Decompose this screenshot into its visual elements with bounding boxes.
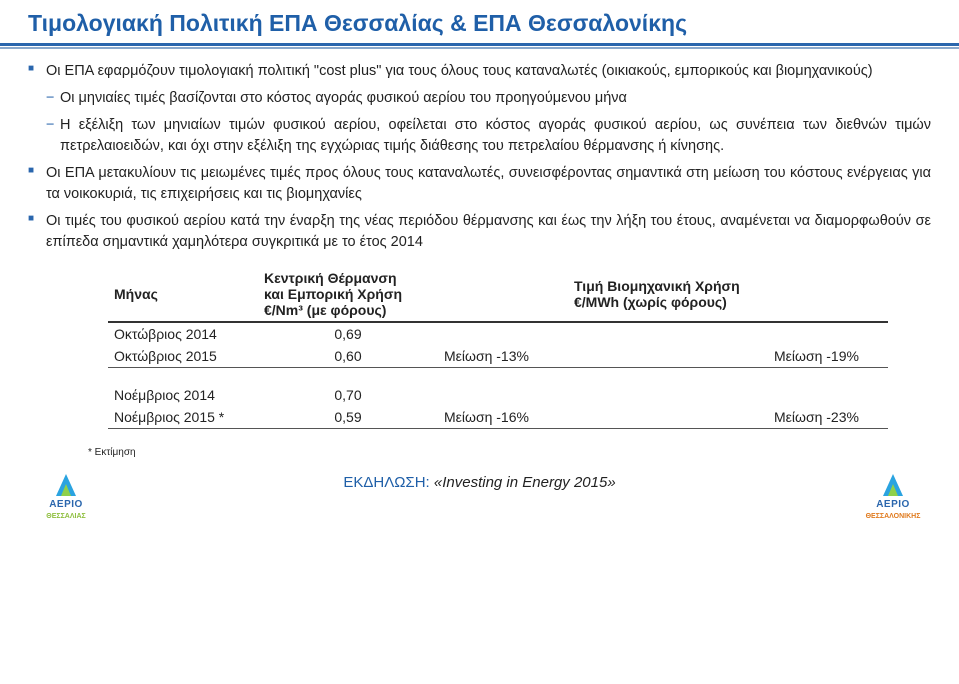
logo-region: ΘΕΣΣΑΛΙΑΣ: [34, 513, 98, 520]
th-heating-l1: Κεντρική Θέρμανση: [264, 270, 432, 286]
bullet-list: Οι ΕΠΑ εφαρμόζουν τιμολογιακή πολιτική "…: [28, 61, 931, 253]
logo-region: ΘΕΣΣΑΛΟΝΙΚΗΣ: [861, 513, 925, 520]
price-table: Μήνας Κεντρική Θέρμανση και Εμπορική Χρή…: [108, 267, 888, 429]
bullet-1-sub-2: Η εξέλιξη των μηνιαίων τιμών φυσικού αερ…: [46, 115, 931, 157]
th-heating-l2: και Εμπορική Χρήση: [264, 286, 432, 302]
cell-val: 0,59: [258, 406, 438, 429]
logo-thessalonikis: ΑΕΡΙΟ ΘΕΣΣΑΛΟΝΙΚΗΣ: [861, 474, 925, 520]
cell-month: Νοέμβριος 2015 *: [108, 406, 258, 429]
footer: ΑΕΡΙΟ ΘΕΣΣΑΛΙΑΣ ΕΚΔΗΛΩΣΗ: «Investing in …: [28, 460, 931, 520]
cell-ind-var: Μείωση -23%: [768, 406, 888, 429]
cell-month: Νοέμβριος 2014: [108, 384, 258, 406]
event-title: ΕΚΔΗΛΩΣΗ: «Investing in Energy 2015»: [28, 474, 931, 491]
th-var2: [768, 267, 888, 322]
th-heating: Κεντρική Θέρμανση και Εμπορική Χρήση €/N…: [258, 267, 438, 322]
bullet-1: Οι ΕΠΑ εφαρμόζουν τιμολογιακή πολιτική "…: [28, 61, 931, 157]
page-title: Τιμολογιακή Πολιτική ΕΠΑ Θεσσαλίας & ΕΠΑ…: [28, 10, 931, 37]
bullet-1-sub-1: Οι μηνιαίες τιμές βασίζονται στο κόστος …: [46, 88, 931, 109]
th-industrial: Τιμή Βιομηχανική Χρήση €/MWh (χωρίς φόρο…: [568, 267, 768, 322]
table-row: Οκτώβριος 2014 0,69: [108, 322, 888, 345]
footnote: * Εκτίμηση: [88, 447, 931, 458]
bullet-3: Οι τιμές του φυσικού αερίου κατά την ένα…: [28, 211, 931, 253]
event-label: ΕΚΔΗΛΩΣΗ:: [343, 474, 434, 491]
th-var1: [438, 267, 568, 322]
cell-month: Οκτώβριος 2014: [108, 322, 258, 345]
cell-ind-var: Μείωση -19%: [768, 345, 888, 368]
flame-icon: [883, 474, 903, 496]
th-ind-l1: Τιμή Βιομηχανική Χρήση: [574, 278, 762, 294]
cell-var: Μείωση -16%: [438, 406, 568, 429]
cell-val: 0,69: [258, 322, 438, 345]
title-rule: [0, 43, 959, 49]
th-month: Μήνας: [108, 267, 258, 322]
table-row: Οκτώβριος 2015 0,60 Μείωση -13% Μείωση -…: [108, 345, 888, 368]
logo-word: ΑΕΡΙΟ: [34, 499, 98, 510]
table-row: Νοέμβριος 2014 0,70: [108, 384, 888, 406]
th-ind-l2: €/MWh (χωρίς φόρους): [574, 294, 762, 310]
logo-word: ΑΕΡΙΟ: [861, 499, 925, 510]
cell-month: Οκτώβριος 2015: [108, 345, 258, 368]
cell-var: Μείωση -13%: [438, 345, 568, 368]
cell-val: 0,70: [258, 384, 438, 406]
event-name: «Investing in Energy 2015»: [434, 474, 616, 491]
table-row: Νοέμβριος 2015 * 0,59 Μείωση -16% Μείωση…: [108, 406, 888, 429]
bullet-1-text: Οι ΕΠΑ εφαρμόζουν τιμολογιακή πολιτική "…: [46, 63, 873, 79]
cell-val: 0,60: [258, 345, 438, 368]
th-heating-l3: €/Nm³ (με φόρους): [264, 302, 432, 318]
bullet-2: Οι ΕΠΑ μετακυλίουν τις μειωμένες τιμές π…: [28, 163, 931, 205]
